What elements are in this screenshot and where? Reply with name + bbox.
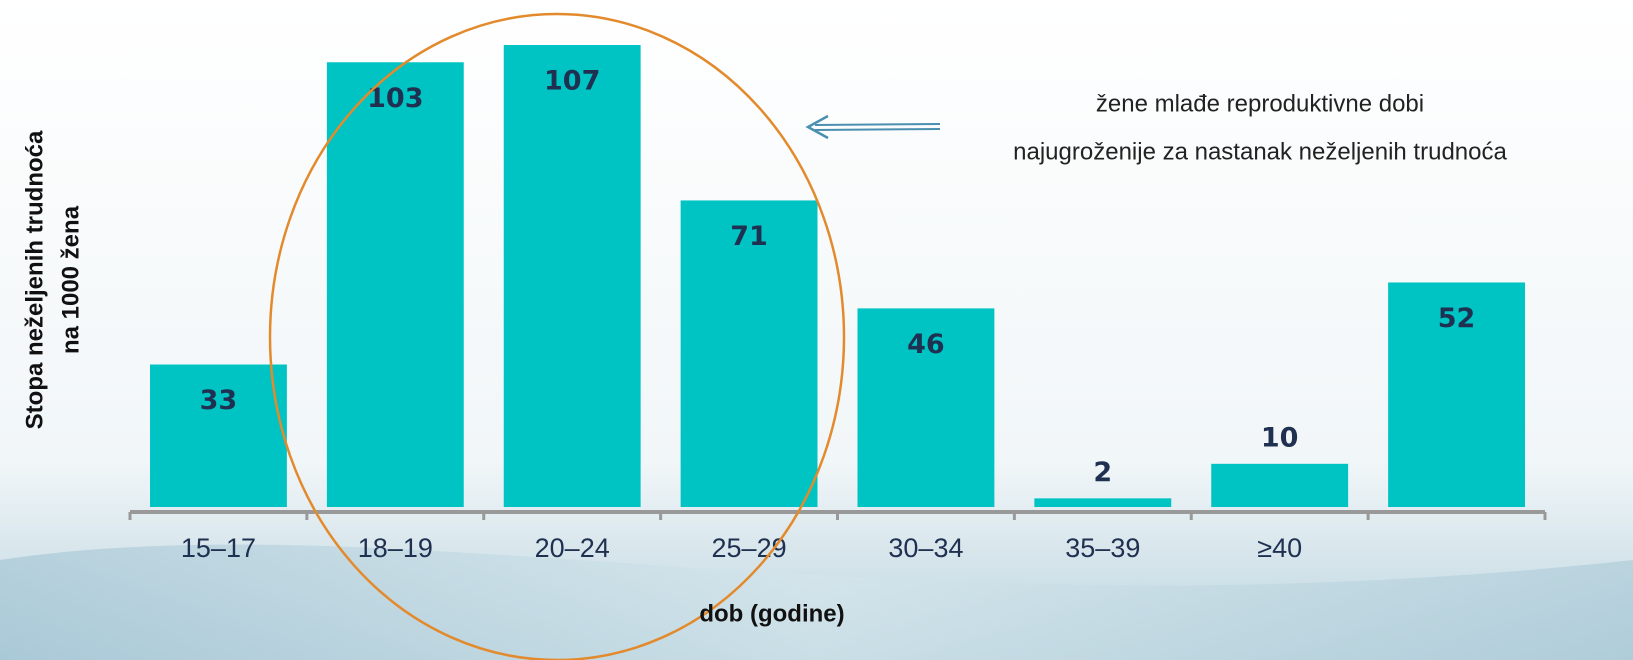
x-axis-label: dob (godine) bbox=[699, 600, 844, 627]
annotation: žene mlađe reproduktivne dobi bbox=[1096, 90, 1424, 117]
bar bbox=[1034, 498, 1172, 507]
annotation: najugroženije za nastanak neželjenih tru… bbox=[1013, 138, 1507, 165]
x-tick-label: 20–24 bbox=[535, 533, 610, 563]
value-label: 10 bbox=[1261, 422, 1299, 453]
y-axis-label: na 1000 žena bbox=[57, 205, 84, 354]
highlight-ellipse bbox=[268, 12, 846, 660]
x-tick-label: ≥40 bbox=[1257, 533, 1302, 563]
bar bbox=[680, 200, 818, 507]
bar bbox=[503, 45, 641, 507]
bar bbox=[857, 308, 995, 507]
background-wave bbox=[0, 544, 1633, 660]
x-tick-label: 30–34 bbox=[888, 533, 963, 563]
value-label: 107 bbox=[544, 66, 600, 97]
value-label: 2 bbox=[1093, 457, 1112, 488]
y-axis-label: Stopa neželjenih trudnoća bbox=[21, 130, 48, 429]
x-tick-label: 15–17 bbox=[181, 533, 256, 563]
value-label: 52 bbox=[1438, 303, 1476, 334]
arrow bbox=[805, 114, 941, 140]
value-label: 46 bbox=[907, 329, 945, 360]
bar bbox=[150, 364, 287, 507]
x-tick-label: 18–19 bbox=[358, 533, 433, 563]
bar bbox=[1211, 463, 1349, 507]
value-label: 33 bbox=[200, 385, 238, 416]
bar bbox=[1388, 282, 1525, 507]
x-tick-label: 35–39 bbox=[1065, 533, 1140, 563]
bar bbox=[326, 62, 464, 507]
value-label: 103 bbox=[367, 83, 423, 114]
value-label: 71 bbox=[730, 221, 768, 252]
